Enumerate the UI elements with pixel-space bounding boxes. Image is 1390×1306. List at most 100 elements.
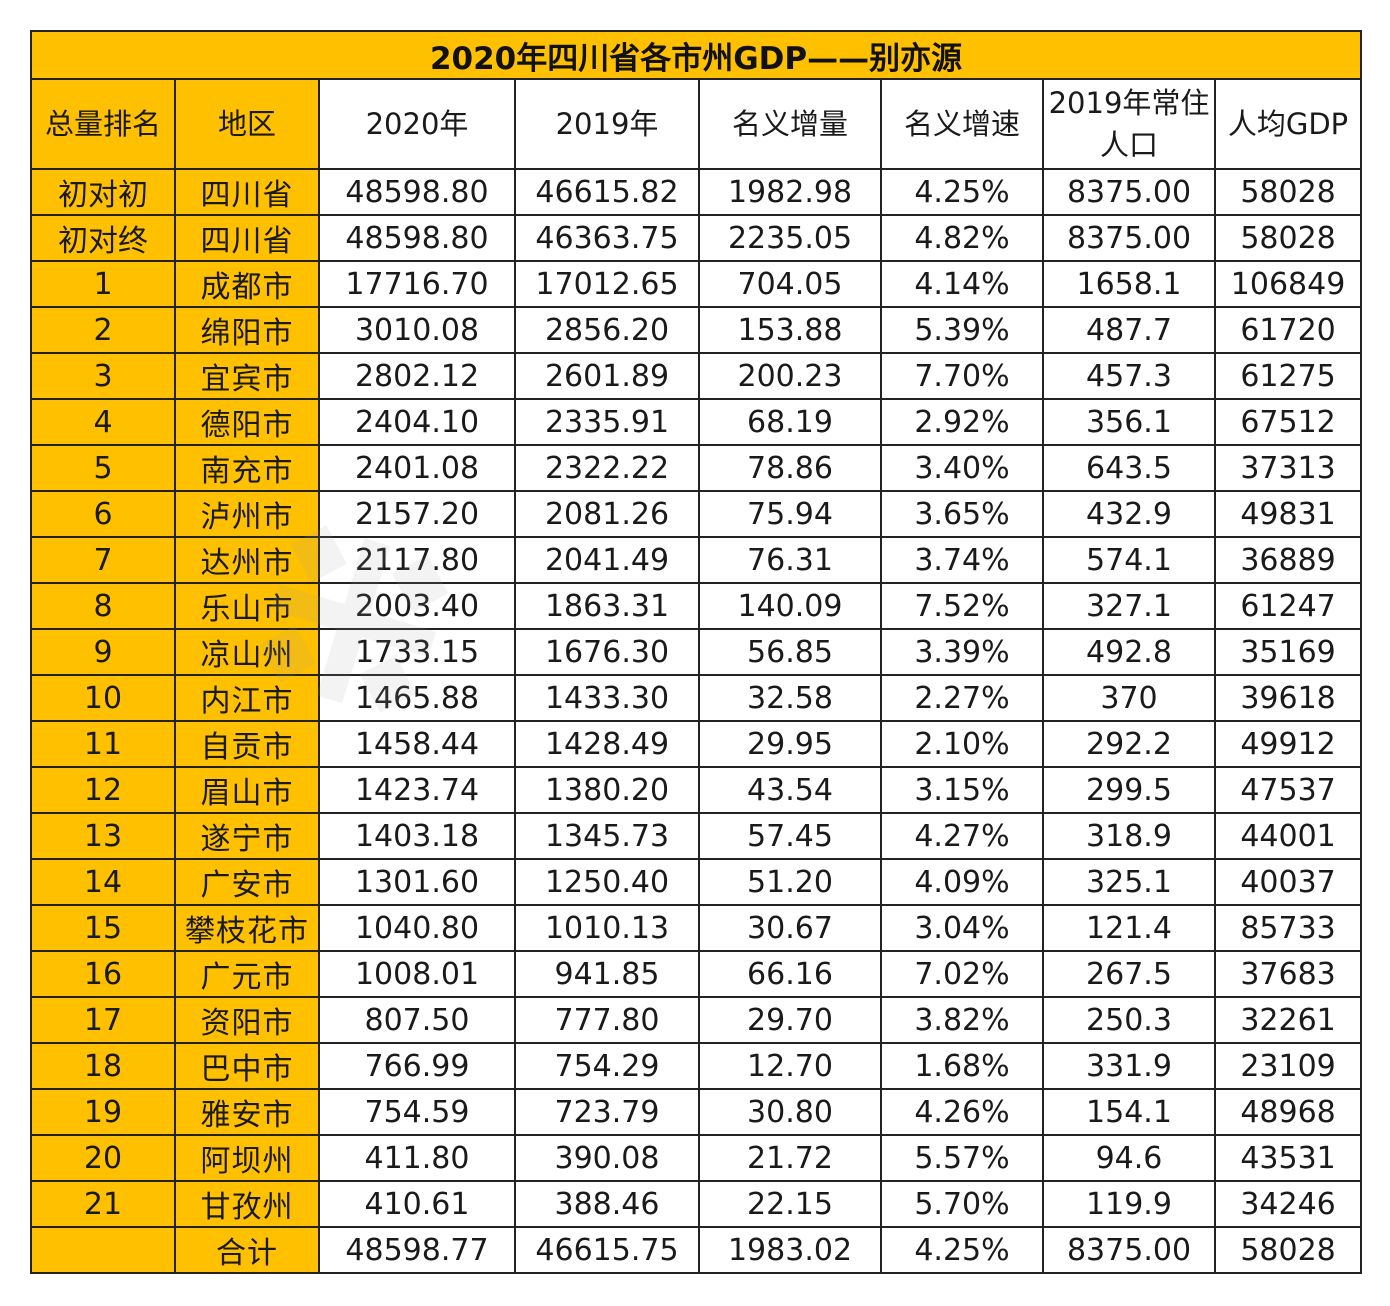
nominal-growth-cell: 3.74%: [880, 536, 1044, 584]
gdp-table: 2020年四川省各市州GDP——别亦源 总量排名 地区 2020年 2019年 …: [29, 30, 1363, 1274]
gdp-2020-cell: 2157.20: [318, 490, 516, 538]
nominal-increase-cell: 12.70: [698, 1042, 882, 1090]
population-cell: 331.9: [1042, 1042, 1216, 1090]
table-row: 21 甘孜州 410.61 388.46 22.15 5.70% 119.9 34246: [30, 1180, 1363, 1228]
region-cell: 甘孜州: [174, 1180, 320, 1228]
region-cell: 合计: [174, 1226, 320, 1274]
region-cell: 四川省: [174, 214, 320, 262]
population-cell: 356.1: [1042, 398, 1216, 446]
population-cell: 94.6: [1042, 1134, 1216, 1182]
gdp-2020-cell: 411.80: [318, 1134, 516, 1182]
header-region: 地区: [174, 78, 320, 170]
header-row: 总量排名 地区 2020年 2019年 名义增量 名义增速 2019年常住人口 …: [30, 78, 1363, 170]
nominal-increase-cell: 51.20: [698, 858, 882, 906]
gdp-2020-cell: 2401.08: [318, 444, 516, 492]
table-title: 2020年四川省各市州GDP——别亦源: [29, 30, 1363, 80]
rank-cell: 11: [30, 720, 176, 768]
population-cell: 643.5: [1042, 444, 1216, 492]
region-cell: 遂宁市: [174, 812, 320, 860]
nominal-growth-cell: 4.27%: [880, 812, 1044, 860]
nominal-increase-cell: 76.31: [698, 536, 882, 584]
per-capita-cell: 44001: [1213, 812, 1363, 860]
region-cell: 泸州市: [174, 490, 320, 538]
nominal-increase-cell: 75.94: [698, 490, 882, 538]
gdp-2020-cell: 1040.80: [318, 904, 516, 952]
nominal-increase-cell: 200.23: [698, 352, 882, 400]
nominal-increase-cell: 29.95: [698, 720, 882, 768]
per-capita-cell: 37683: [1213, 950, 1363, 998]
nominal-growth-cell: 7.52%: [880, 582, 1044, 630]
gdp-2019-cell: 1433.30: [514, 674, 700, 722]
header-gdp-2020: 2020年: [318, 78, 516, 170]
gdp-2019-cell: 1428.49: [514, 720, 700, 768]
header-nominal-growth: 名义增速: [880, 78, 1044, 170]
gdp-2019-cell: 46615.82: [514, 168, 700, 216]
rank-cell: 1: [30, 260, 176, 308]
population-cell: 457.3: [1042, 352, 1216, 400]
gdp-2020-cell: 754.59: [318, 1088, 516, 1136]
gdp-2019-cell: 2601.89: [514, 352, 700, 400]
table-row: 12 眉山市 1423.74 1380.20 43.54 3.15% 299.5 47537: [30, 766, 1363, 814]
gdp-2019-cell: 388.46: [514, 1180, 700, 1228]
nominal-increase-cell: 2235.05: [698, 214, 882, 262]
nominal-growth-cell: 5.57%: [880, 1134, 1044, 1182]
rank-cell: 20: [30, 1134, 176, 1182]
population-cell: 8375.00: [1042, 214, 1216, 262]
gdp-2020-cell: 48598.80: [318, 168, 516, 216]
nominal-growth-cell: 3.40%: [880, 444, 1044, 492]
table-row: 8 乐山市 2003.40 1863.31 140.09 7.52% 327.1 61247: [30, 582, 1363, 630]
table-row: 18 巴中市 766.99 754.29 12.70 1.68% 331.9 23109: [30, 1042, 1363, 1090]
nominal-growth-cell: 1.68%: [880, 1042, 1044, 1090]
gdp-2020-cell: 1301.60: [318, 858, 516, 906]
gdp-2019-cell: 941.85: [514, 950, 700, 998]
region-cell: 宜宾市: [174, 352, 320, 400]
gdp-2019-cell: 1010.13: [514, 904, 700, 952]
table-row: 5 南充市 2401.08 2322.22 78.86 3.40% 643.5 37313: [30, 444, 1363, 492]
gdp-2020-cell: 48598.77: [318, 1226, 516, 1274]
population-cell: 121.4: [1042, 904, 1216, 952]
nominal-increase-cell: 29.70: [698, 996, 882, 1044]
nominal-growth-cell: 5.39%: [880, 306, 1044, 354]
per-capita-cell: 32261: [1213, 996, 1363, 1044]
nominal-growth-cell: 2.27%: [880, 674, 1044, 722]
gdp-2019-cell: 777.80: [514, 996, 700, 1044]
rank-cell: 21: [30, 1180, 176, 1228]
nominal-increase-cell: 57.45: [698, 812, 882, 860]
per-capita-cell: 58028: [1213, 214, 1363, 262]
population-cell: 325.1: [1042, 858, 1216, 906]
nominal-increase-cell: 22.15: [698, 1180, 882, 1228]
gdp-2020-cell: 1423.74: [318, 766, 516, 814]
nominal-increase-cell: 32.58: [698, 674, 882, 722]
gdp-2020-cell: 1733.15: [318, 628, 516, 676]
table-row: 6 泸州市 2157.20 2081.26 75.94 3.65% 432.9 49831: [30, 490, 1363, 538]
per-capita-cell: 58028: [1213, 168, 1363, 216]
gdp-2019-cell: 754.29: [514, 1042, 700, 1090]
per-capita-cell: 36889: [1213, 536, 1363, 584]
rank-cell: 初对初: [30, 168, 176, 216]
table-row: 16 广元市 1008.01 941.85 66.16 7.02% 267.5 37683: [30, 950, 1363, 998]
gdp-2019-cell: 1250.40: [514, 858, 700, 906]
rank-cell: 18: [30, 1042, 176, 1090]
table-row: 19 雅安市 754.59 723.79 30.80 4.26% 154.1 48968: [30, 1088, 1363, 1136]
region-cell: 德阳市: [174, 398, 320, 446]
table-row: 11 自贡市 1458.44 1428.49 29.95 2.10% 292.2 49912: [30, 720, 1363, 768]
gdp-2019-cell: 2041.49: [514, 536, 700, 584]
population-cell: 119.9: [1042, 1180, 1216, 1228]
gdp-2020-cell: 410.61: [318, 1180, 516, 1228]
table-row: 初对初 四川省 48598.80 46615.82 1982.98 4.25% 8375.0…: [30, 168, 1363, 216]
gdp-2019-cell: 2322.22: [514, 444, 700, 492]
gdp-2020-cell: 2003.40: [318, 582, 516, 630]
gdp-2020-cell: 48598.80: [318, 214, 516, 262]
rank-cell: 5: [30, 444, 176, 492]
population-cell: 574.1: [1042, 536, 1216, 584]
per-capita-cell: 49912: [1213, 720, 1363, 768]
per-capita-cell: 37313: [1213, 444, 1363, 492]
gdp-2019-cell: 723.79: [514, 1088, 700, 1136]
nominal-increase-cell: 140.09: [698, 582, 882, 630]
per-capita-cell: 58028: [1213, 1226, 1363, 1274]
gdp-2020-cell: 1465.88: [318, 674, 516, 722]
per-capita-cell: 34246: [1213, 1180, 1363, 1228]
gdp-2020-cell: 3010.08: [318, 306, 516, 354]
table-row: 14 广安市 1301.60 1250.40 51.20 4.09% 325.1 40037: [30, 858, 1363, 906]
gdp-2019-cell: 17012.65: [514, 260, 700, 308]
